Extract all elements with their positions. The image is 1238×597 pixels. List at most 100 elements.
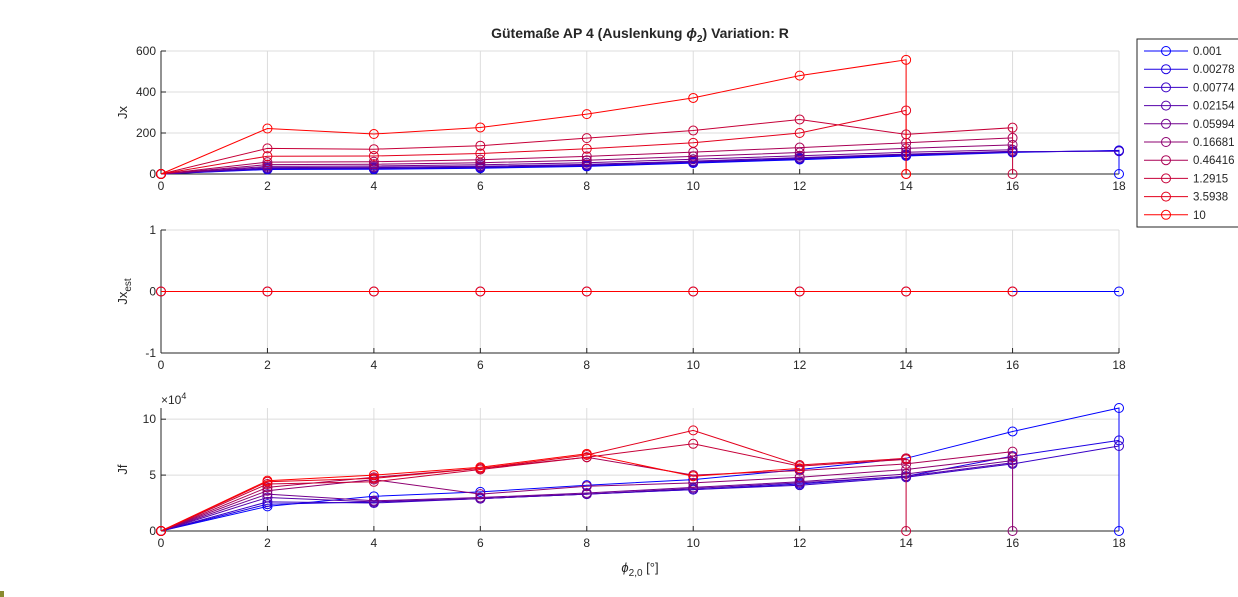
- data-point: [1114, 441, 1124, 452]
- y-axis-label: Jxest: [115, 278, 134, 305]
- data-point: [1114, 146, 1124, 157]
- legend[interactable]: 0.001 0.00278 0.00774 0.02154 0.05994 0.16681…: [1136, 38, 1238, 228]
- y-exponent-base: ×10: [161, 393, 182, 407]
- data-point: [688, 125, 699, 136]
- data-point: [1007, 452, 1018, 463]
- series-line: [160, 453, 800, 532]
- y-axis-label-main: Jx: [115, 291, 130, 305]
- y-exponent-power: 4: [181, 391, 186, 401]
- legend-marker: [1161, 46, 1171, 56]
- legend-label: 10: [1193, 210, 1206, 222]
- y-axis-label: Jf: [115, 464, 130, 475]
- data-point: [1007, 426, 1018, 437]
- series-line: [160, 144, 1013, 175]
- legend-entry: 0.00774: [1144, 82, 1235, 94]
- data-point: [1114, 169, 1124, 179]
- data-point: [156, 169, 166, 179]
- data-point: [581, 157, 592, 168]
- y-axis-label-main: Jf: [115, 464, 130, 475]
- series-10: [156, 286, 1018, 297]
- x-tick-label: 12: [793, 536, 807, 550]
- x-tick-label: 18: [1112, 358, 1126, 372]
- data-point: [368, 473, 379, 484]
- x-tick-label: 14: [899, 358, 913, 372]
- x-tick-label: 8: [583, 536, 590, 550]
- chart-title-post: ) Variation: R: [703, 25, 789, 41]
- legend-label: 1.2915: [1193, 173, 1228, 185]
- x-tick-label: 16: [1006, 536, 1020, 550]
- x-tick-label: 6: [477, 179, 484, 193]
- data-point: [688, 154, 699, 165]
- x-tick-label: 6: [477, 358, 484, 372]
- data-point: [581, 151, 592, 162]
- x-tick-label: 0: [158, 536, 165, 550]
- data-point: [1007, 526, 1018, 536]
- data-point: [156, 526, 166, 536]
- data-point: [262, 475, 273, 486]
- data-point: [794, 286, 805, 297]
- data-point: [688, 477, 699, 488]
- x-tick-label: 18: [1112, 179, 1126, 193]
- x-axis-label-symbol: ϕ: [621, 560, 628, 575]
- data-point: [581, 133, 592, 144]
- data-point: [368, 495, 379, 506]
- data-point: [794, 70, 805, 81]
- x-tick-label: 14: [899, 536, 913, 550]
- y-axis-label: Jx: [115, 106, 130, 120]
- data-point: [475, 492, 486, 503]
- legend-entry: 10: [1144, 209, 1206, 222]
- legend-label: 0.05994: [1193, 119, 1235, 131]
- data-point: [688, 425, 699, 436]
- y-tick-label: 5: [149, 468, 156, 482]
- y-tick-label: 0: [149, 167, 156, 181]
- series-line: [160, 109, 907, 175]
- data-point: [368, 129, 379, 140]
- data-point: [794, 128, 805, 138]
- data-point: [1114, 435, 1124, 446]
- data-point: [475, 154, 486, 165]
- series-line: [160, 59, 907, 175]
- series-line: [160, 445, 1120, 532]
- data-point: [581, 448, 592, 459]
- series-line: [160, 150, 1120, 175]
- legend-entry: 0.05994: [1144, 118, 1235, 131]
- series-line: [160, 118, 1014, 175]
- legend-marker: [1161, 209, 1171, 220]
- x-tick-label: 4: [371, 179, 378, 193]
- window-corner-mark: [0, 591, 4, 597]
- data-point: [475, 489, 486, 500]
- series-10: [156, 448, 805, 536]
- series-line: [160, 456, 1014, 532]
- data-point: [581, 481, 592, 492]
- legend-marker: [1161, 173, 1171, 184]
- data-point: [262, 492, 273, 503]
- series-line: [160, 429, 907, 532]
- y-tick-label: 10: [143, 412, 157, 426]
- data-point: [368, 144, 379, 155]
- y-tick-label: 400: [136, 85, 156, 99]
- axes-panel-1: 0 2 4 6 8 10 12 14 16 18 0 200 400 600 Jx: [115, 44, 1126, 193]
- legend-box: [1136, 38, 1238, 228]
- data-point: [581, 452, 592, 463]
- data-point: [688, 137, 699, 148]
- y-tick-label: 0: [149, 524, 156, 538]
- legend-label: 0.46416: [1193, 155, 1235, 167]
- data-point: [262, 499, 273, 510]
- data-point: [581, 143, 592, 154]
- x-tick-label: 8: [583, 358, 590, 372]
- legend-entry: 3.5938: [1144, 191, 1228, 204]
- data-point: [368, 156, 379, 167]
- data-point: [794, 142, 805, 153]
- data-point: [1007, 169, 1018, 179]
- data-point: [688, 471, 699, 482]
- data-point: [368, 470, 379, 481]
- data-point: [262, 482, 273, 493]
- x-axis-label: ϕ2,0 [°]: [621, 560, 658, 579]
- x-tick-label: 8: [583, 179, 590, 193]
- data-point: [1007, 122, 1018, 133]
- x-tick-label: 4: [371, 358, 378, 372]
- y-tick-label: 1: [149, 223, 156, 237]
- data-point: [581, 109, 592, 120]
